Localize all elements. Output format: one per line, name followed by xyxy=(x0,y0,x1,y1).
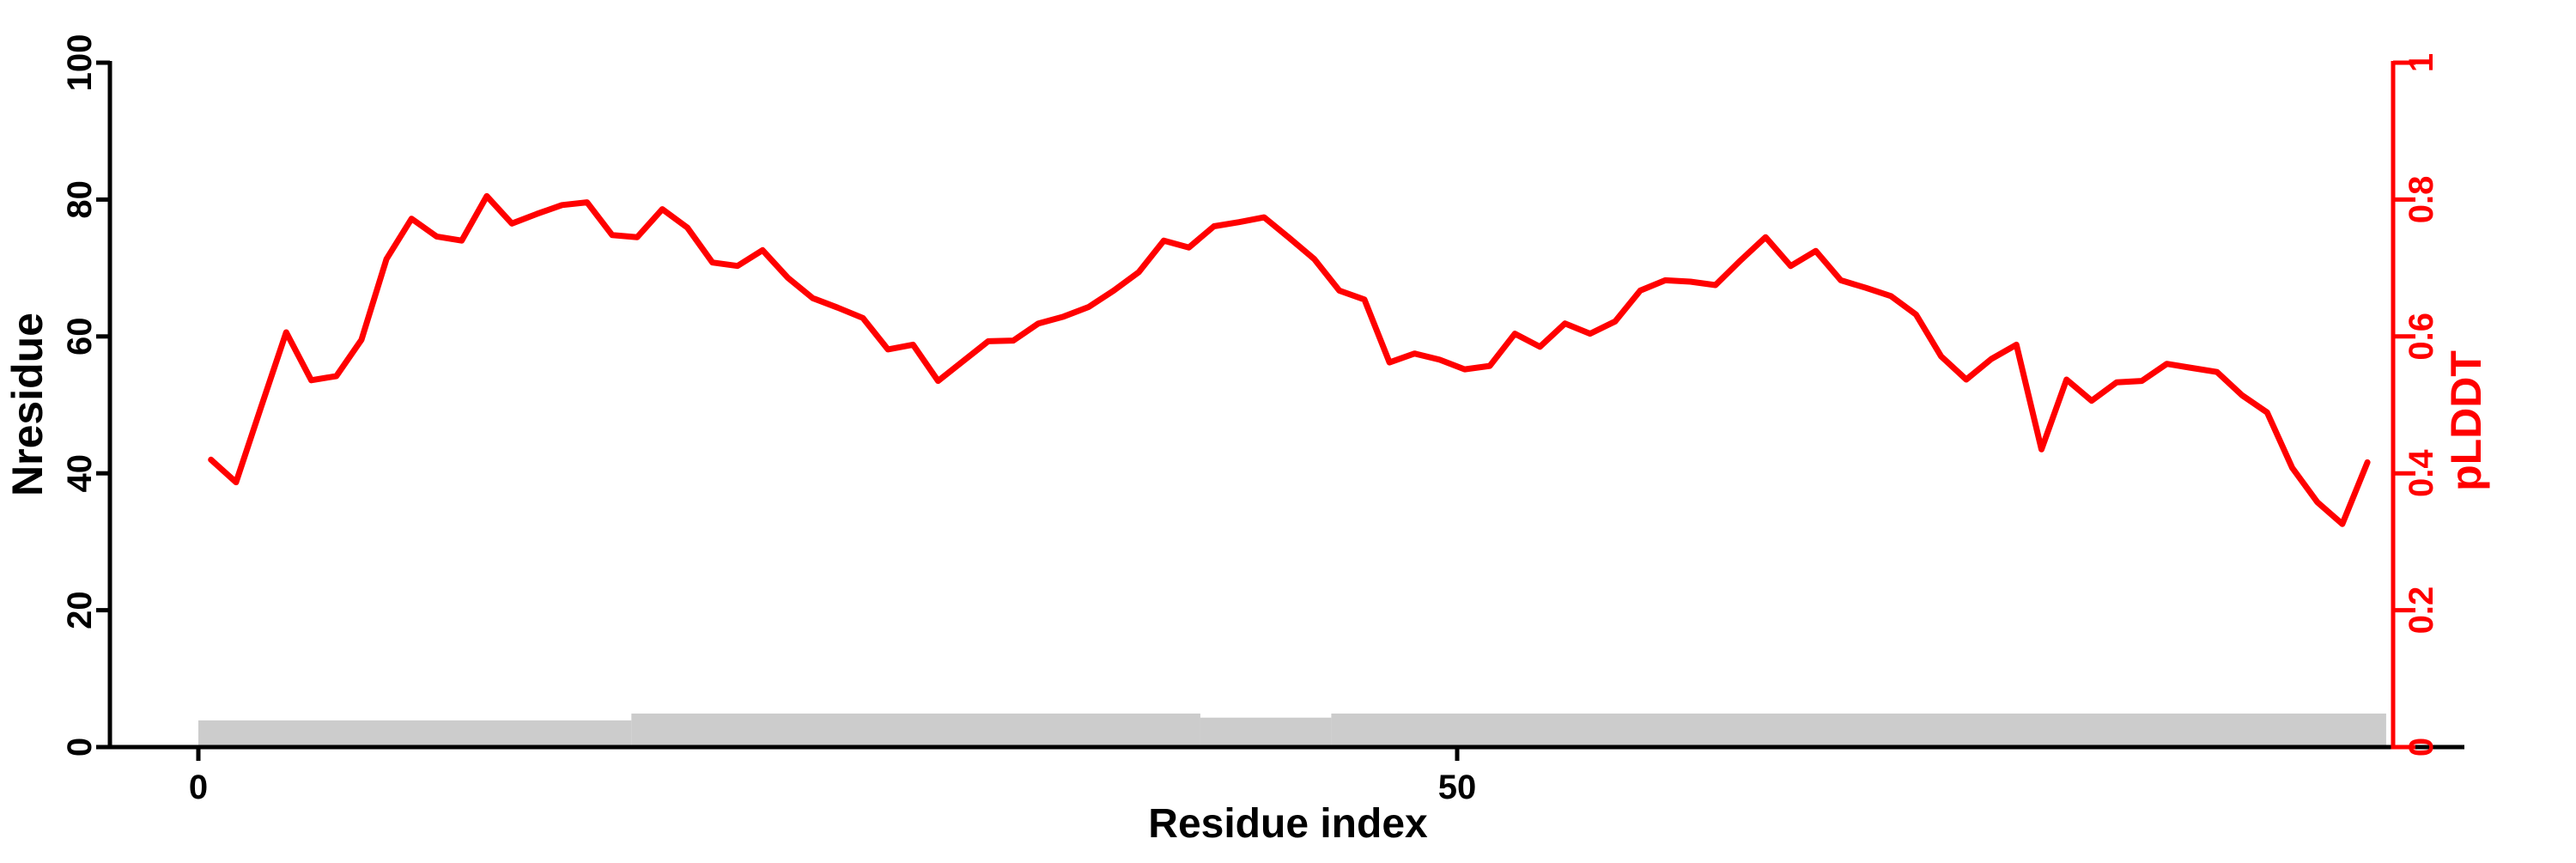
left-axis-title: Nresidue xyxy=(3,313,52,496)
coverage-bar-segment xyxy=(1331,713,2386,747)
coverage-bars xyxy=(198,713,2386,747)
left-tick-label: 60 xyxy=(61,318,99,356)
coverage-bar-segment xyxy=(198,720,632,747)
x-axis-ticks: 0 50 xyxy=(189,747,1476,806)
left-tick-label: 100 xyxy=(61,34,99,92)
plddt-line xyxy=(208,192,2371,527)
left-axis-ticks: 0 20 40 60 80 100 xyxy=(61,34,110,757)
left-tick-label: 40 xyxy=(61,454,99,493)
right-tick-label: 0 xyxy=(2403,738,2440,757)
right-tick-label: 0.4 xyxy=(2403,449,2440,497)
coverage-bar-segment xyxy=(631,713,1200,747)
left-tick-label: 0 xyxy=(61,738,99,757)
x-tick-label: 0 xyxy=(189,769,208,806)
left-tick-label: 20 xyxy=(61,591,99,629)
right-axis-title: pLDDT xyxy=(2442,350,2490,491)
right-tick-label: 0.2 xyxy=(2403,586,2440,635)
right-tick-label: 0.6 xyxy=(2403,313,2440,361)
right-tick-label: 0.8 xyxy=(2403,176,2440,224)
left-tick-label: 80 xyxy=(61,180,99,219)
coverage-bar-segment xyxy=(1200,717,1332,747)
x-tick-label: 50 xyxy=(1438,769,1477,806)
right-tick-label: 1 xyxy=(2403,53,2440,72)
right-axis-ticks: 0 0.2 0.4 0.6 0.8 1 xyxy=(2393,53,2440,757)
x-axis-title: Residue index xyxy=(1148,801,1428,847)
